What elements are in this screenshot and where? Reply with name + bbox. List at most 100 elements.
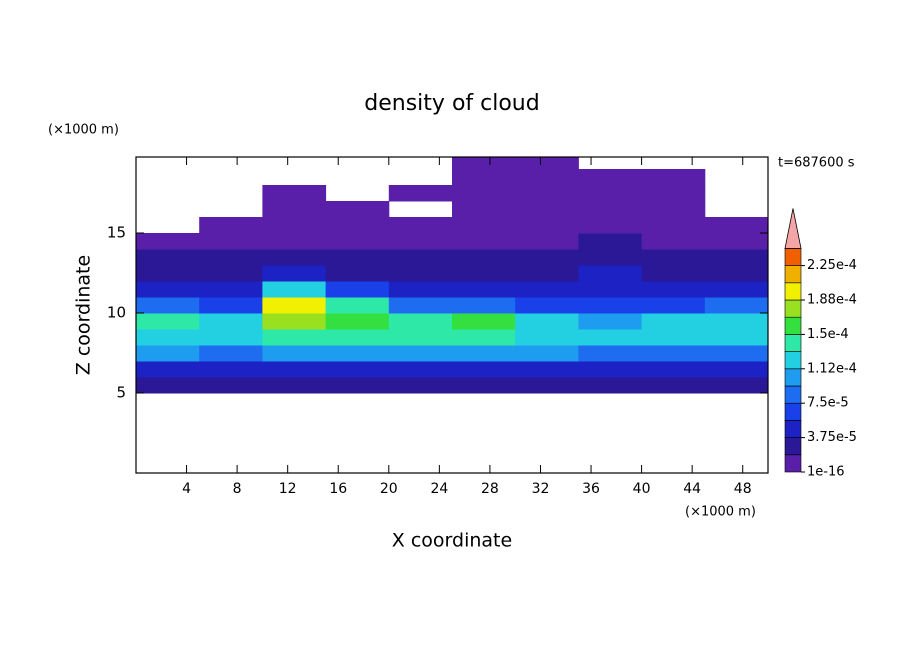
colorbar-tick-label: 2.25e-4 (807, 258, 857, 273)
colorbar-segment (784, 454, 802, 473)
colorbar-tick-label: 7.5e-5 (807, 396, 849, 411)
colorbar-tick-label: 1.12e-4 (807, 361, 857, 376)
cell (452, 185, 516, 202)
cell (388, 281, 453, 298)
cell (136, 265, 200, 282)
cell (641, 185, 706, 202)
cell (325, 361, 390, 378)
cell (578, 169, 643, 186)
y-unit: (×1000 m) (48, 123, 119, 138)
cell (325, 233, 390, 250)
colorbar-segment (784, 299, 802, 318)
cell (388, 313, 453, 330)
cell (704, 265, 768, 282)
cell (578, 345, 643, 362)
cell (641, 313, 706, 330)
cell (136, 361, 200, 378)
cell (578, 217, 643, 234)
cell (704, 297, 768, 314)
cell (641, 329, 706, 346)
cell (136, 297, 200, 314)
cell (325, 265, 390, 282)
cell (515, 345, 579, 362)
cell (199, 329, 263, 346)
cell (452, 361, 516, 378)
cell (452, 201, 516, 218)
cell (515, 217, 579, 234)
cell (641, 169, 706, 186)
cell (199, 249, 263, 266)
cell (641, 281, 706, 298)
cell (515, 201, 579, 218)
cell (262, 329, 327, 346)
cell (388, 361, 453, 378)
cell (388, 185, 453, 202)
x-axis-label: X coordinate (392, 530, 512, 552)
cell (452, 329, 516, 346)
cell (262, 345, 327, 362)
colorbar-tick-label: 1.5e-4 (807, 327, 849, 342)
cell (199, 233, 263, 250)
cell (704, 313, 768, 330)
cell (578, 233, 643, 250)
cell (578, 281, 643, 298)
cell (388, 217, 453, 234)
cell (388, 233, 453, 250)
colorbar-segment (784, 402, 802, 421)
cell (641, 265, 706, 282)
x-tick-label: 16 (329, 481, 347, 497)
colorbar-segment (784, 265, 802, 284)
field (136, 157, 768, 394)
cell (641, 297, 706, 314)
cell (388, 377, 453, 394)
x-tick-label: 12 (279, 481, 297, 497)
cell (704, 233, 768, 250)
cell (515, 185, 579, 202)
cell (452, 217, 516, 234)
cell (704, 361, 768, 378)
chart-title: density of cloud (364, 91, 539, 116)
annotation: t=687600 s (778, 156, 855, 171)
cell (199, 345, 263, 362)
cell (452, 345, 516, 362)
cell (262, 377, 327, 394)
x-tick-label: 4 (182, 481, 191, 497)
cell (452, 377, 516, 394)
cell (262, 233, 327, 250)
cell (199, 265, 263, 282)
cell (704, 217, 768, 234)
x-tick-label: 32 (532, 481, 550, 497)
cell (199, 217, 263, 234)
y-tick-label: 5 (116, 384, 126, 402)
colorbar-tick-label: 3.75e-5 (807, 430, 857, 445)
cell (262, 249, 327, 266)
colorbar-segment (784, 351, 802, 370)
cell (515, 329, 579, 346)
cell (578, 377, 643, 394)
y-axis-label: Z coordinate (73, 255, 95, 375)
cell (136, 345, 200, 362)
cell (578, 249, 643, 266)
y-tick-label: 15 (107, 224, 126, 242)
colorbar-segment (784, 385, 802, 404)
cell (136, 313, 200, 330)
cell (388, 345, 453, 362)
cell (578, 265, 643, 282)
cell (136, 249, 200, 266)
x-tick-label: 20 (380, 481, 398, 497)
cell (136, 233, 200, 250)
cell (704, 377, 768, 394)
cell (578, 313, 643, 330)
x-tick-label: 28 (481, 481, 499, 497)
cell (199, 361, 263, 378)
cell (515, 157, 579, 170)
cell (515, 233, 579, 250)
cell (704, 345, 768, 362)
x-tick-label: 44 (683, 481, 701, 497)
x-tick-label: 40 (633, 481, 651, 497)
cell (515, 169, 579, 186)
cell (704, 329, 768, 346)
cell (325, 217, 390, 234)
